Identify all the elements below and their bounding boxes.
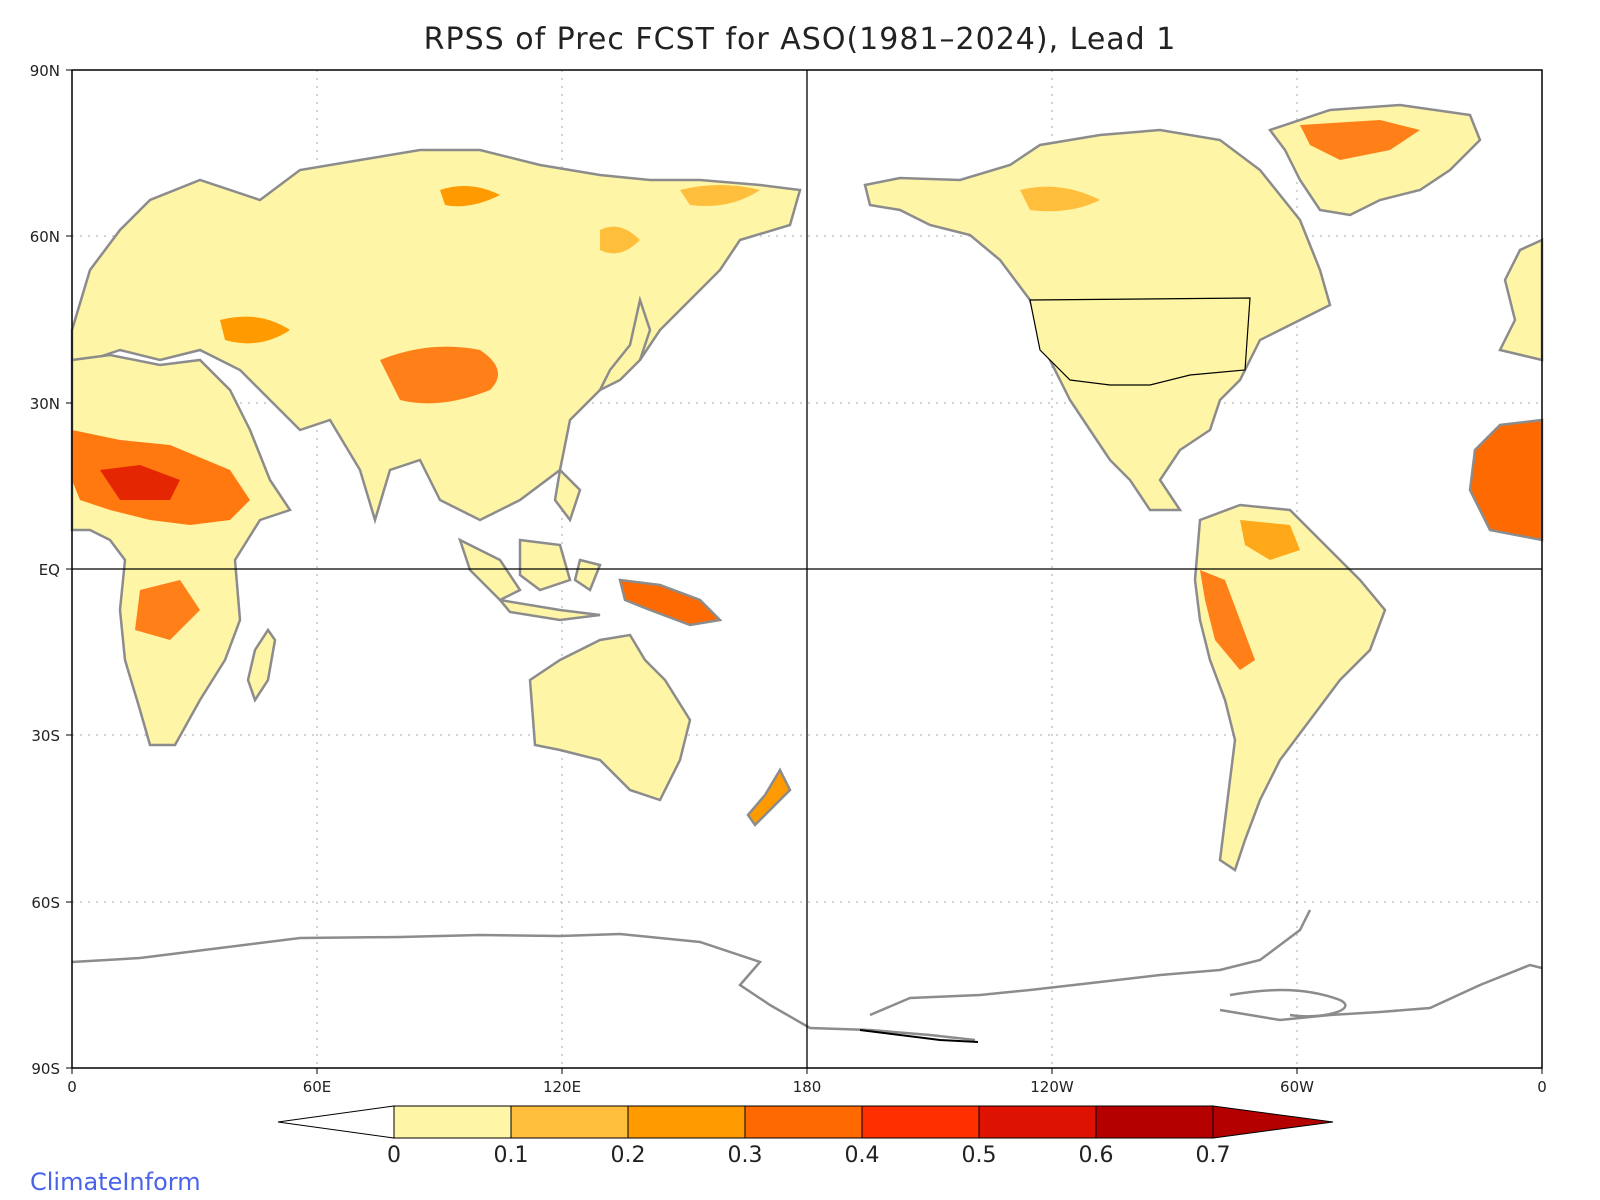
- colorbar-low-arrow: [277, 1105, 395, 1139]
- colorbar-label: 0.7: [1196, 1143, 1231, 1168]
- colorbar-label: 0.5: [962, 1143, 997, 1168]
- antarctica-landmass: [71, 909, 1543, 1042]
- lon-tick-label: 120W: [1030, 1078, 1074, 1096]
- colorbar-segment: [744, 1105, 863, 1139]
- colorbar-segment: [510, 1105, 629, 1139]
- greenland-high-skill: [1300, 120, 1420, 160]
- australia-landmass: [528, 633, 692, 802]
- madagascar: [246, 627, 277, 703]
- lon-tick-label: 60E: [303, 1078, 332, 1096]
- lat-tick-label: 90N: [30, 62, 60, 80]
- lat-tick-label: 30S: [31, 727, 60, 745]
- lat-tick-label: 60S: [31, 894, 60, 912]
- lat-tick-label: 30N: [30, 395, 60, 413]
- colorbar-segment: [627, 1105, 746, 1139]
- colorbar-segment: [978, 1105, 1097, 1139]
- lat-tick-label: EQ: [39, 561, 60, 579]
- colorbar-label: 0.2: [611, 1143, 646, 1168]
- colorbar-high-arrow: [1212, 1105, 1334, 1139]
- new-zealand: [746, 767, 792, 827]
- colorbar-segment: [1095, 1105, 1214, 1139]
- lat-tick-label: 60N: [30, 228, 60, 246]
- lon-tick-label: 0: [67, 1078, 77, 1096]
- north-america-landmass: [863, 128, 1332, 512]
- colorbar: 0 0.1 0.2 0.3 0.4 0.5 0.6 0.7: [277, 1105, 1334, 1168]
- lon-tick-label: 120E: [543, 1078, 581, 1096]
- colorbar-label: 0: [387, 1143, 401, 1168]
- colorbar-label: 0.3: [728, 1143, 763, 1168]
- southeast-asia-islands: [457, 467, 602, 622]
- south-america-landmass: [1193, 503, 1387, 872]
- lon-tick-label: 0: [1537, 1078, 1547, 1096]
- lon-tick-label: 60W: [1280, 1078, 1314, 1096]
- colorbar-segment: [393, 1105, 512, 1139]
- africa-landmass: [70, 353, 292, 747]
- map-title: RPSS of Prec FCST for ASO(1981–2024), Le…: [423, 22, 1177, 57]
- map-plot-area: [70, 69, 1544, 1069]
- colorbar-label: 0.4: [845, 1143, 880, 1168]
- lat-tick-label: 90S: [31, 1060, 60, 1078]
- japan-islands: [597, 295, 652, 393]
- lon-tick-label: 180: [793, 1078, 822, 1096]
- colorbar-label: 0.6: [1079, 1143, 1114, 1168]
- latitude-axis: 90N 60N 30N EQ 30S 60S 90S: [30, 62, 72, 1078]
- ross-ice-shelf-line: [859, 1029, 979, 1043]
- colorbar-segment: [861, 1105, 980, 1139]
- eurasia-landmass: [70, 148, 802, 525]
- new-guinea: [618, 578, 723, 627]
- colorbar-label: 0.1: [494, 1143, 529, 1168]
- longitude-axis: 0 60E 120E 180 120W 60W 0: [67, 1068, 1547, 1096]
- watermark-logo-text: ClimateInform: [30, 1168, 201, 1196]
